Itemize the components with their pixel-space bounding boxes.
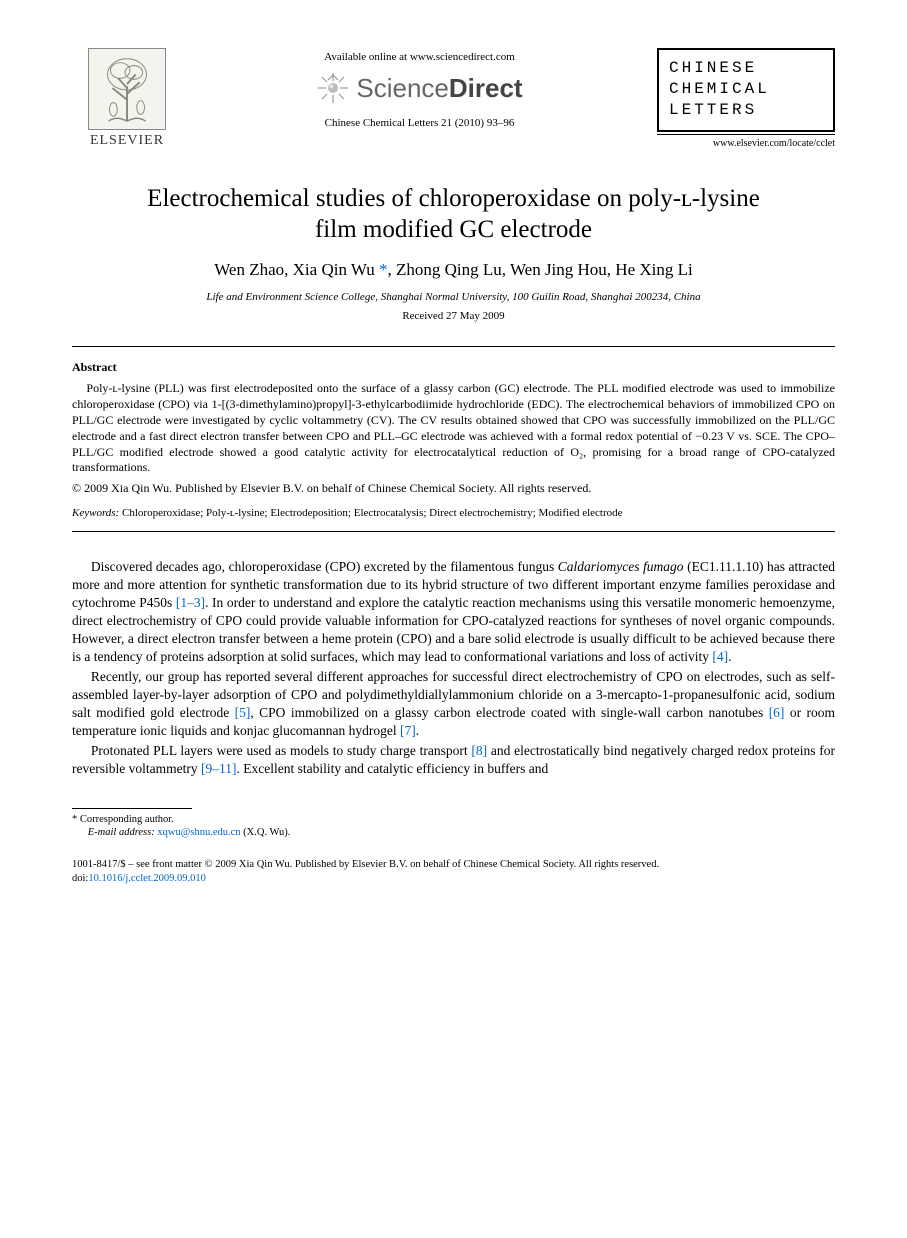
issn-copyright-line: 1001-8417/$ – see front matter © 2009 Xi…: [72, 858, 835, 872]
body-paragraph: Discovered decades ago, chloroperoxidase…: [72, 558, 835, 666]
corresponding-marker: *: [375, 260, 388, 279]
species-name: Caldariomyces fumago: [558, 559, 684, 574]
journal-box-line: Chinese: [669, 58, 823, 79]
sciencedirect-logo: ScienceDirect: [182, 71, 657, 106]
author-email-link[interactable]: xqwu@shnu.edu.cn: [157, 827, 240, 838]
affiliation: Life and Environment Science College, Sh…: [72, 290, 835, 305]
doi-line: doi:10.1016/j.cclet.2009.09.010: [72, 872, 835, 886]
footnote-separator: [72, 808, 192, 809]
available-online-text: Available online at www.sciencedirect.co…: [182, 50, 657, 65]
citation-link[interactable]: [9–11]: [201, 761, 237, 776]
copyright-line: © 2009 Xia Qin Wu. Published by Elsevier…: [72, 480, 835, 496]
citation-link[interactable]: [4]: [712, 649, 728, 664]
divider-bottom: [72, 531, 835, 532]
citation-link[interactable]: [8]: [471, 743, 487, 758]
elsevier-label: ELSEVIER: [90, 132, 164, 151]
page-header: ELSEVIER Available online at www.science…: [72, 48, 835, 151]
corresponding-footnote: * Corresponding author. E-mail address: …: [72, 813, 835, 840]
keywords-label: Keywords:: [72, 507, 119, 519]
divider-top: [72, 346, 835, 347]
sciencedirect-wordmark: ScienceDirect: [356, 71, 522, 106]
elsevier-logo-block: ELSEVIER: [72, 48, 182, 151]
body-paragraph: Protonated PLL layers were used as model…: [72, 742, 835, 778]
doi-link[interactable]: 10.1016/j.cclet.2009.09.010: [88, 873, 206, 884]
journal-reference: Chinese Chemical Letters 21 (2010) 93–96: [182, 116, 657, 131]
journal-box-line: Chemical: [669, 79, 823, 100]
header-center: Available online at www.sciencedirect.co…: [182, 48, 657, 131]
journal-box-wrap: Chinese Chemical Letters www.elsevier.co…: [657, 48, 835, 151]
body-paragraph: Recently, our group has reported several…: [72, 668, 835, 740]
elsevier-tree-icon: [88, 48, 166, 130]
sciencedirect-burst-icon: [316, 71, 350, 105]
doi-label: doi:: [72, 873, 88, 884]
email-author-suffix: (X.Q. Wu).: [241, 827, 291, 838]
citation-link[interactable]: [1–3]: [176, 595, 205, 610]
keywords-values: Chloroperoxidase; Poly-ʟ-lysine; Electro…: [119, 507, 622, 519]
journal-homepage-link[interactable]: www.elsevier.com/locate/cclet: [657, 137, 835, 151]
abstract-text: Poly-ʟ-lysine (PLL) was first electrodep…: [72, 381, 835, 476]
email-line: E-mail address: xqwu@shnu.edu.cn (X.Q. W…: [72, 826, 835, 840]
corresponding-author-label: * Corresponding author.: [72, 813, 835, 827]
keywords-line: Keywords: Chloroperoxidase; Poly-ʟ-lysin…: [72, 506, 835, 521]
article-body: Discovered decades ago, chloroperoxidase…: [72, 558, 835, 777]
page-footer: 1001-8417/$ – see front matter © 2009 Xi…: [72, 858, 835, 885]
received-date: Received 27 May 2009: [72, 309, 835, 324]
email-label: E-mail address:: [88, 827, 155, 838]
abstract-body: Poly-ʟ-lysine (PLL) was first electrodep…: [72, 381, 835, 476]
citation-link[interactable]: [7]: [400, 723, 416, 738]
citation-link[interactable]: [5]: [235, 705, 251, 720]
abstract-heading: Abstract: [72, 359, 835, 375]
citation-link[interactable]: [6]: [769, 705, 785, 720]
journal-box-underline: [657, 134, 835, 135]
article-title: Electrochemical studies of chloroperoxid…: [134, 183, 774, 246]
journal-box-line: Letters: [669, 100, 823, 121]
authors-line: Wen Zhao, Xia Qin Wu *, Zhong Qing Lu, W…: [72, 259, 835, 282]
journal-title-box: Chinese Chemical Letters: [657, 48, 835, 132]
